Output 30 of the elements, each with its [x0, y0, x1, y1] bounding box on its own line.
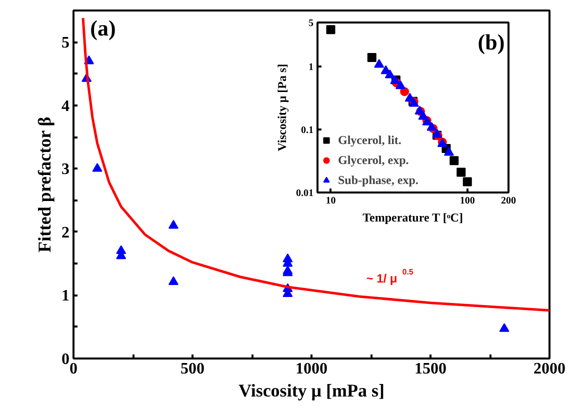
x-axis-title: Viscosity μ [mPa s]	[238, 380, 385, 400]
x-axis-title: Temperature T [ᵒC]	[362, 210, 463, 224]
y-tick-label: 4	[62, 98, 70, 115]
y-tick-label: 1	[62, 288, 70, 305]
line-series	[82, 16, 550, 312]
x-tick-label: 100	[460, 196, 475, 206]
y-tick-label: 3	[62, 161, 70, 178]
x-tick-label: 10	[326, 196, 336, 206]
y-tick-label: 0.1	[301, 125, 314, 136]
annotation: (b)	[478, 29, 505, 54]
legend-label: Sub-phase, exp.	[338, 172, 418, 188]
legend-label: Glycerol, lit.	[338, 132, 402, 148]
legend-label: Glycerol, exp.	[338, 152, 409, 168]
y-tick-label: 5	[308, 18, 314, 29]
y-tick-label: 5	[62, 34, 70, 52]
x-tick-label: 500	[180, 360, 204, 378]
x-tick-label: 1500	[414, 360, 446, 378]
x-tick-label: 200	[501, 196, 516, 206]
y-tick-label: 1	[308, 62, 314, 74]
point	[499, 323, 510, 332]
point	[168, 220, 178, 229]
point	[92, 162, 102, 172]
point	[168, 276, 178, 286]
y-axis-title: Viscosity μ [Pa s]	[275, 64, 289, 152]
y-tick-label: 0.01	[296, 188, 314, 199]
y-axis-title: Fitted prefactor β	[34, 116, 54, 253]
annotation: (a)	[90, 16, 116, 41]
x-tick-label: 1000	[296, 360, 328, 378]
x-tick-label: 2000	[534, 360, 566, 378]
y-tick-label: 2	[62, 224, 70, 242]
